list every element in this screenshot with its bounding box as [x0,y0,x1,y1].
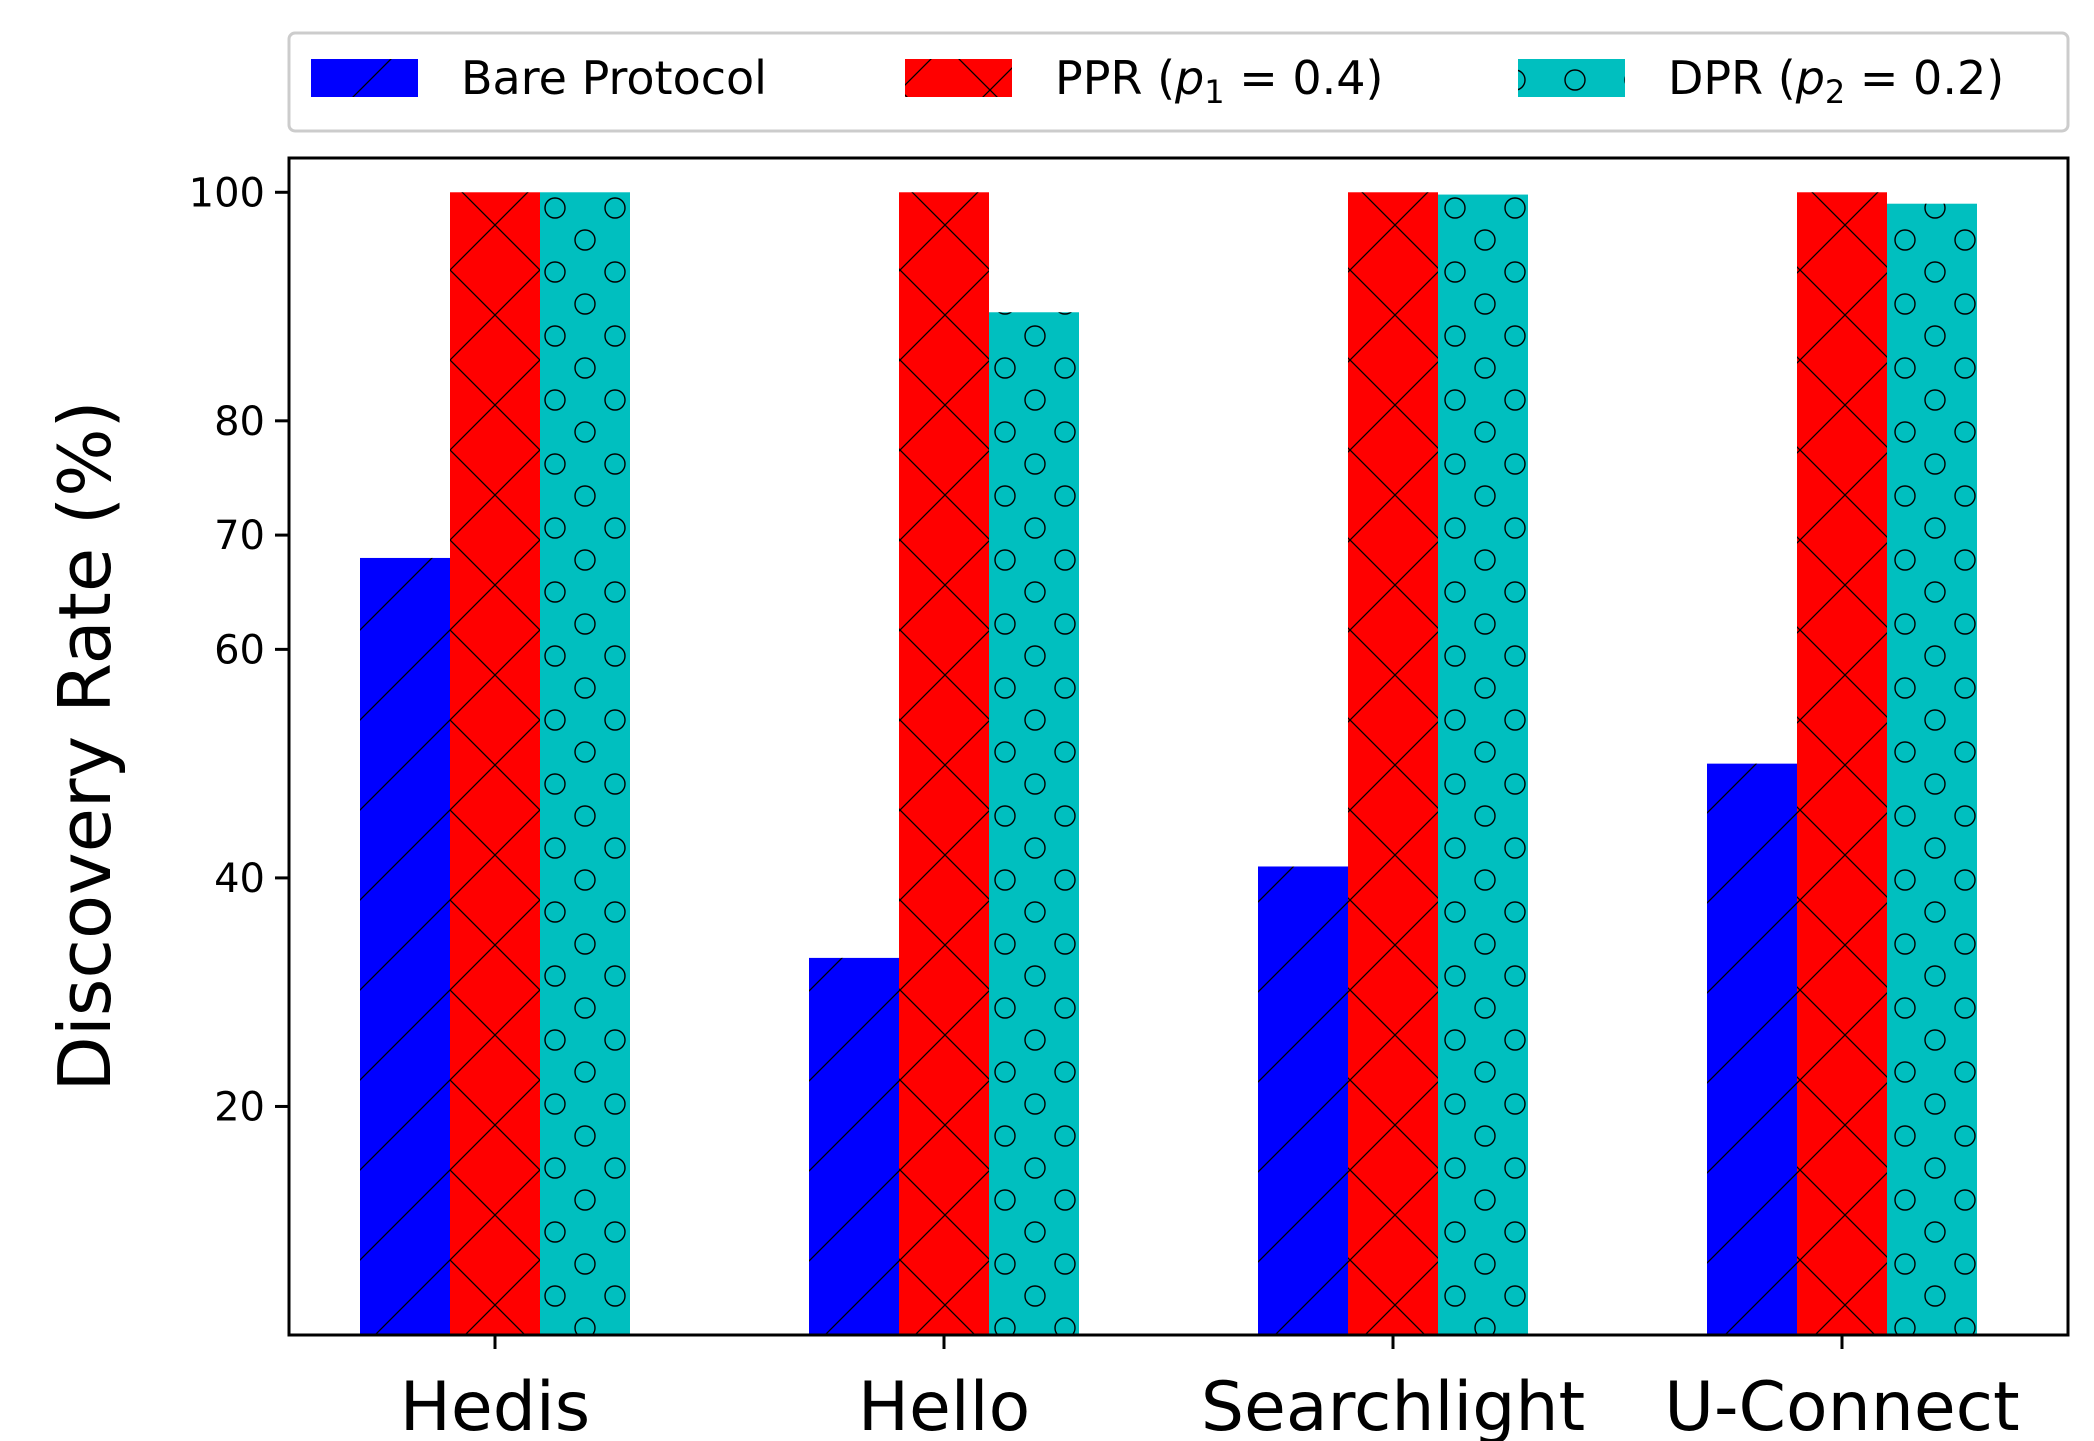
y-tick-label: 60 [214,627,265,673]
bar [1348,192,1438,1336]
category-label: Searchlight [1201,1368,1585,1441]
bar [450,192,540,1336]
bar [1258,866,1348,1335]
category-label: U-Connect [1664,1368,2019,1441]
y-axis-title: Discovery Rate (%) [43,400,127,1091]
legend-label: DPR (p2 = 0.2) [1668,51,2004,111]
y-tick-label: 100 [189,170,265,216]
y-axis: 20 40 60 70 80 100 [189,170,289,1130]
legend-item: Bare Protocol [311,51,767,105]
legend: Bare Protocol PPR (p1 = 0.4) DPR (p2 = 0.2… [287,31,2070,133]
bar [540,192,630,1336]
bar [989,312,1079,1336]
plot-area: 20 40 60 70 80 100 Hedis Hello Searchlight U-Con… [189,156,2070,1441]
y-tick-label: 80 [214,399,265,445]
bar [1438,194,1528,1335]
plot-frame [287,156,2070,1337]
bar [1707,763,1797,1335]
bar [809,957,899,1335]
category-label: Hedis [400,1368,590,1441]
legend-item: PPR (p1 = 0.4) [905,51,1383,111]
x-axis: Hedis Hello Searchlight U-Connect [400,1335,2020,1441]
category-label: Hello [858,1368,1030,1441]
y-tick-label: 20 [214,1084,265,1130]
bar [360,557,450,1335]
bar [899,192,989,1336]
y-tick-label: 40 [214,856,265,902]
y-tick-label: 70 [214,513,265,559]
legend-item: DPR (p2 = 0.2) [1518,51,2004,111]
legend-label: PPR (p1 = 0.4) [1055,51,1383,111]
bar [1887,203,1977,1335]
legend-label: Bare Protocol [461,51,767,105]
legend-frame [287,31,2070,133]
bar [1797,192,1887,1336]
